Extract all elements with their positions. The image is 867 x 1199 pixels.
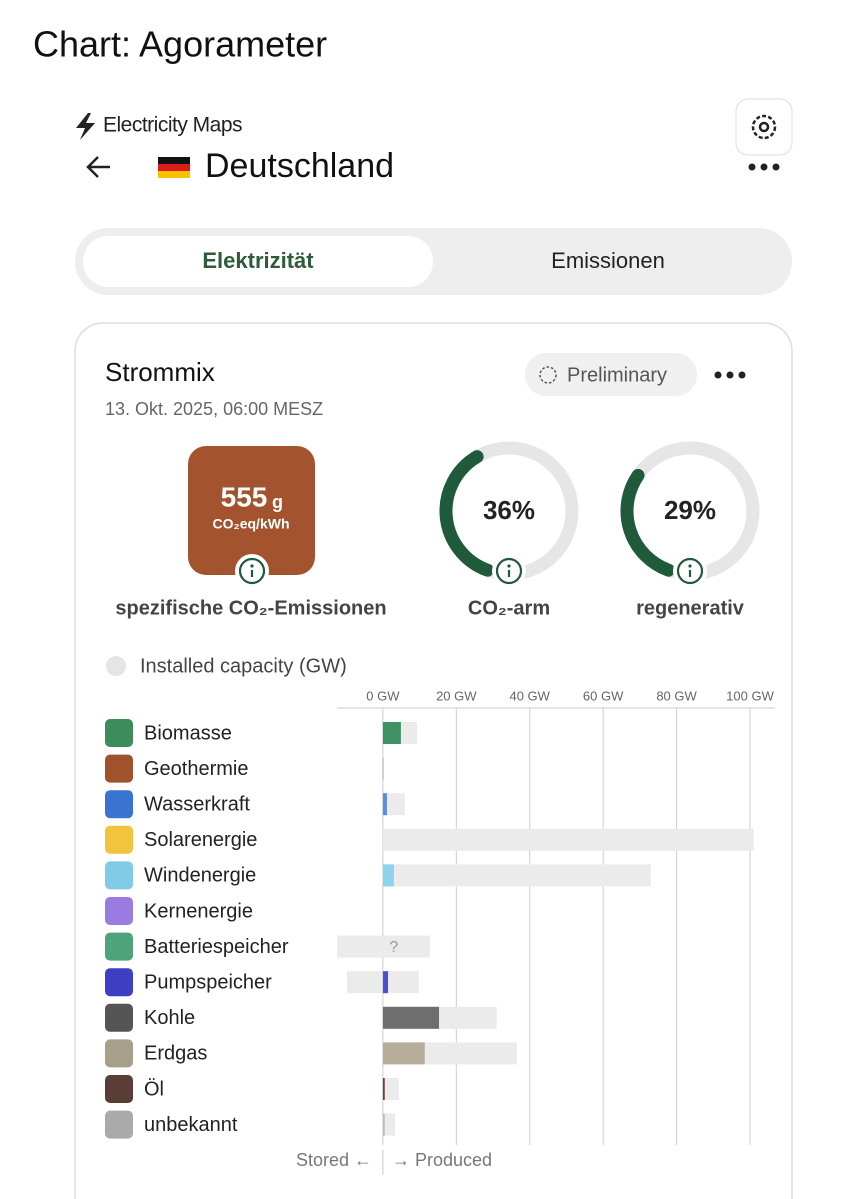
category-icon xyxy=(105,861,133,890)
category-icon xyxy=(105,719,133,747)
category-label: Pumpspeicher xyxy=(144,971,272,993)
category-label: Kernenergie xyxy=(144,900,253,922)
value-label: ? xyxy=(389,939,398,956)
category-label: Öl xyxy=(144,1078,164,1100)
info-dot xyxy=(507,564,511,568)
x-tick-label: 40 GW xyxy=(509,688,550,703)
category-label: Windenergie xyxy=(144,865,256,887)
category-icon xyxy=(105,1110,133,1139)
category-label: Batteriespeicher xyxy=(144,936,289,958)
brand-logo xyxy=(76,113,95,140)
card-more[interactable] xyxy=(714,371,746,379)
intensity-unit: g xyxy=(272,492,283,512)
capacity-bar xyxy=(382,935,430,958)
category-label: Wasserkraft xyxy=(144,793,250,815)
more-button[interactable] xyxy=(748,163,780,171)
badge-icon xyxy=(539,366,557,384)
storage-capacity-bar xyxy=(346,971,383,994)
x-tick-label: 80 GW xyxy=(656,688,697,703)
category-label: Biomasse xyxy=(144,722,232,744)
category-label: Solarenergie xyxy=(144,829,257,851)
x-tick-label: 100 GW xyxy=(726,688,774,703)
country: Deutschland xyxy=(205,147,394,185)
production-bar xyxy=(382,1042,425,1065)
info-icon xyxy=(676,557,704,585)
production-bar xyxy=(382,793,387,816)
gauge-label: CO₂-arm xyxy=(468,597,550,619)
gauge-arc xyxy=(620,468,675,577)
production-bar xyxy=(382,1006,440,1029)
x-tick-label: 20 GW xyxy=(436,688,477,703)
category-icon xyxy=(105,1075,133,1103)
capacity-bar xyxy=(382,828,754,851)
tab-active[interactable] xyxy=(83,236,433,287)
category-icon xyxy=(105,790,133,819)
capacity-bar xyxy=(382,1113,396,1136)
category-label: Kohle xyxy=(144,1007,195,1029)
info-dot xyxy=(250,564,254,568)
tab[interactable]: Emissionen xyxy=(551,248,665,273)
production-bar xyxy=(382,1078,385,1100)
intensity-value: 555 xyxy=(221,481,268,512)
capacity-bar xyxy=(382,971,419,994)
category-icon xyxy=(105,1039,133,1068)
category-icon xyxy=(105,825,133,854)
category-label: Erdgas xyxy=(144,1043,207,1065)
gauge-value: 29% xyxy=(664,495,716,525)
capacity-bar xyxy=(382,793,405,816)
card-title: Strommix xyxy=(105,357,215,387)
production-bar xyxy=(382,971,389,994)
capacity-bar xyxy=(382,864,651,887)
settings-icon-core xyxy=(758,121,770,133)
settings-button[interactable] xyxy=(735,98,793,156)
category-label: Geothermie xyxy=(144,758,249,780)
flag xyxy=(158,164,190,171)
page-title: Chart: Agorameter xyxy=(33,24,327,65)
x-tick-label: 60 GW xyxy=(583,688,624,703)
brand: Electricity Maps xyxy=(103,114,242,137)
settings-icon xyxy=(751,114,777,140)
stored-label: Stored ← xyxy=(296,1150,372,1170)
gauge-arc xyxy=(439,450,494,577)
production-bar xyxy=(382,722,401,744)
category-icon xyxy=(105,754,133,783)
category-icon xyxy=(105,968,133,997)
production-bar xyxy=(382,1113,385,1136)
tab[interactable]: Elektrizität xyxy=(202,248,314,273)
info-icon xyxy=(238,557,266,585)
info-dot xyxy=(688,564,692,568)
badge xyxy=(525,353,697,396)
production-bar xyxy=(382,864,394,887)
intensity-label: spezifische CO₂-Emissionen xyxy=(115,597,386,619)
timestamp: 13. Okt. 2025, 06:00 MESZ xyxy=(105,399,323,419)
category-icon xyxy=(105,932,133,961)
gauge-value: 36% xyxy=(483,495,535,525)
gauge-label: regenerativ xyxy=(636,597,745,619)
info-icon xyxy=(495,557,523,585)
capacity-bar xyxy=(382,1078,400,1100)
flag xyxy=(158,157,190,164)
category-icon xyxy=(105,1003,133,1032)
produced-label: → Produced xyxy=(392,1150,492,1170)
category-label: unbekannt xyxy=(144,1114,238,1136)
storage-capacity-bar xyxy=(337,935,383,958)
category-icon xyxy=(105,897,133,925)
intensity-box xyxy=(188,446,315,575)
intensity-subunit: CO₂eq/kWh xyxy=(213,516,290,532)
x-tick-label: 0 GW xyxy=(366,688,400,703)
legend-label: Installed capacity (GW) xyxy=(140,655,347,677)
legend-swatch xyxy=(106,656,126,676)
flag xyxy=(158,171,190,178)
back-button[interactable] xyxy=(86,156,110,178)
badge-text: Preliminary xyxy=(567,364,667,386)
